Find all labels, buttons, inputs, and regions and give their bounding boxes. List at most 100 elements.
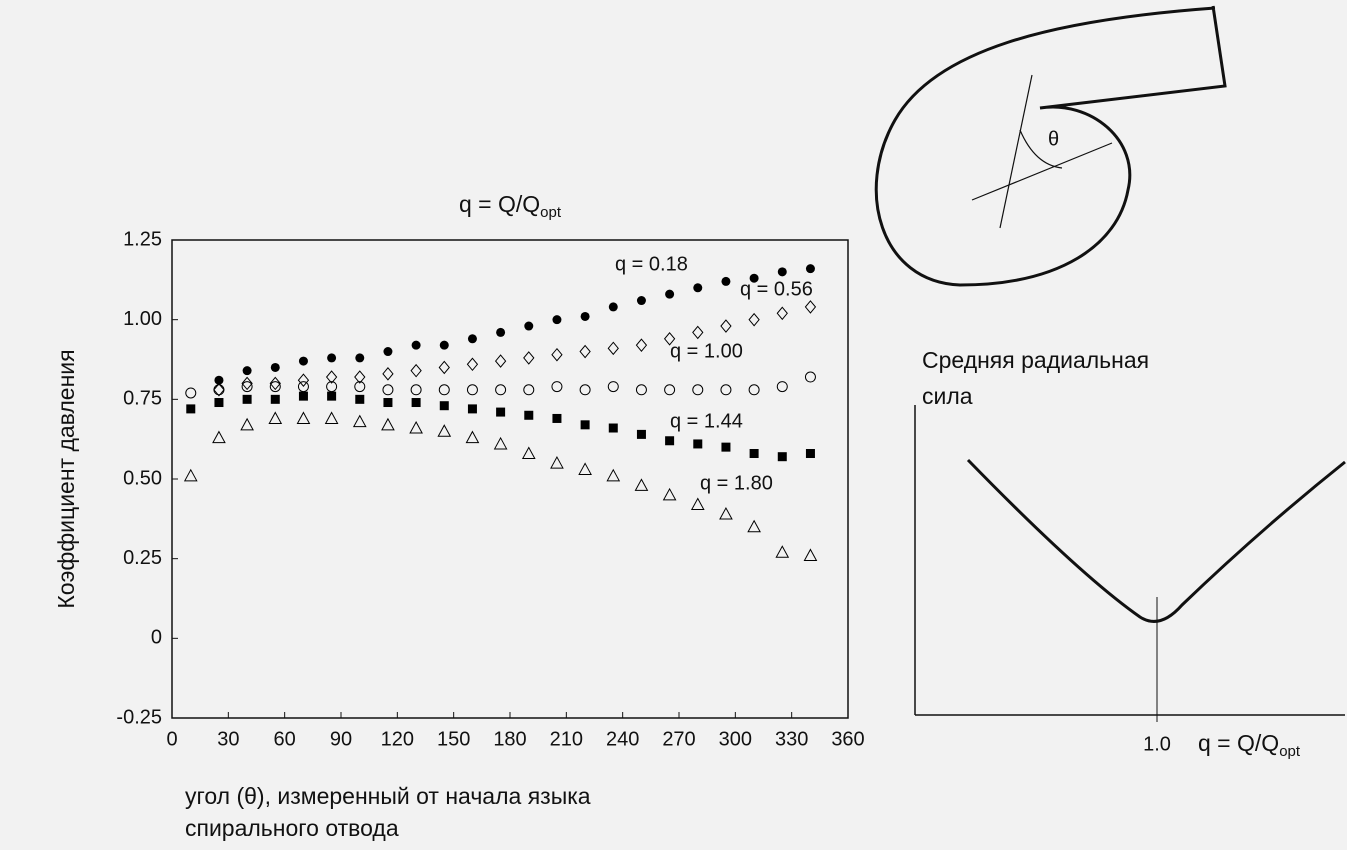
point [297, 373, 310, 387]
angle-label: θ [1048, 128, 1059, 150]
point [382, 384, 394, 396]
point [608, 423, 618, 433]
force-x-label: q = Q/Qopt [1198, 730, 1301, 760]
point [437, 424, 452, 437]
point [410, 363, 422, 378]
point [636, 429, 646, 439]
point [720, 384, 732, 396]
series-label: q = 0.18 [615, 253, 688, 275]
point [355, 394, 365, 404]
point [439, 340, 449, 350]
point [242, 394, 252, 404]
point [635, 338, 648, 352]
force-title: Средняя радиальная [922, 347, 1149, 373]
point [690, 497, 705, 510]
point [297, 381, 309, 393]
point [296, 411, 311, 424]
point [354, 370, 366, 384]
point [213, 384, 225, 396]
series-label: q = 1.80 [700, 472, 773, 494]
point [776, 306, 788, 321]
series-label: q = 1.44 [670, 410, 743, 432]
point [804, 300, 817, 314]
point [552, 315, 562, 325]
point [269, 381, 281, 393]
point [242, 366, 252, 376]
point [634, 478, 649, 491]
x-axis-label: спирального отвода [185, 815, 399, 841]
point [578, 462, 592, 475]
chart-title: q = Q/Qopt [459, 191, 562, 221]
y-tick-label: 0.75 [123, 388, 162, 410]
y-tick-label: 0.50 [123, 467, 162, 489]
title-main: q = Q/Q [459, 191, 540, 217]
point [777, 452, 787, 462]
point [719, 507, 733, 520]
point [580, 420, 590, 430]
point [748, 312, 760, 327]
point [805, 449, 815, 459]
point [777, 267, 787, 277]
point [524, 321, 534, 331]
x-tick-label: 270 [662, 728, 695, 750]
point [214, 375, 224, 385]
point [270, 394, 280, 404]
point [803, 548, 818, 561]
point [411, 398, 421, 408]
point [212, 430, 226, 444]
point [805, 264, 815, 274]
point [268, 411, 283, 424]
point [383, 398, 393, 408]
force-curve [966, 458, 1346, 623]
point [579, 344, 591, 359]
point [241, 381, 253, 393]
point [523, 384, 535, 396]
point [214, 398, 224, 408]
point [550, 456, 564, 469]
point [325, 370, 338, 384]
point [326, 381, 338, 393]
x-tick-label: 330 [775, 728, 808, 750]
x-tick-label: 150 [437, 728, 470, 750]
point [183, 468, 198, 482]
point [185, 387, 197, 399]
point [607, 381, 619, 393]
point [496, 407, 506, 417]
point [466, 384, 478, 396]
title-sub: opt [540, 204, 562, 221]
point [524, 410, 534, 420]
point [636, 296, 646, 306]
point [496, 327, 506, 337]
point [324, 411, 339, 424]
x-tick-label: 300 [719, 728, 752, 750]
y-axis-label: Коэффициент давления [53, 349, 79, 608]
point [438, 384, 450, 396]
point [327, 353, 337, 363]
point [662, 487, 677, 501]
point [693, 439, 703, 449]
point [804, 371, 816, 383]
point [494, 354, 507, 368]
force-title: сила [922, 383, 973, 409]
point [465, 430, 480, 444]
y-tick-label: 0.25 [123, 547, 162, 569]
point [721, 276, 731, 286]
point [748, 384, 760, 396]
point [693, 283, 703, 293]
point [551, 381, 563, 393]
point [355, 353, 365, 363]
point [747, 519, 761, 533]
point [580, 311, 590, 321]
x-tick-label: 360 [831, 728, 864, 750]
point [381, 417, 395, 431]
label-sub: opt [1279, 743, 1301, 760]
point [495, 384, 507, 396]
point [692, 325, 704, 340]
point [354, 381, 366, 393]
point [775, 545, 790, 558]
point [186, 404, 196, 414]
y-tick-label: 1.00 [123, 308, 162, 330]
y-tick-label: 0 [151, 627, 162, 649]
